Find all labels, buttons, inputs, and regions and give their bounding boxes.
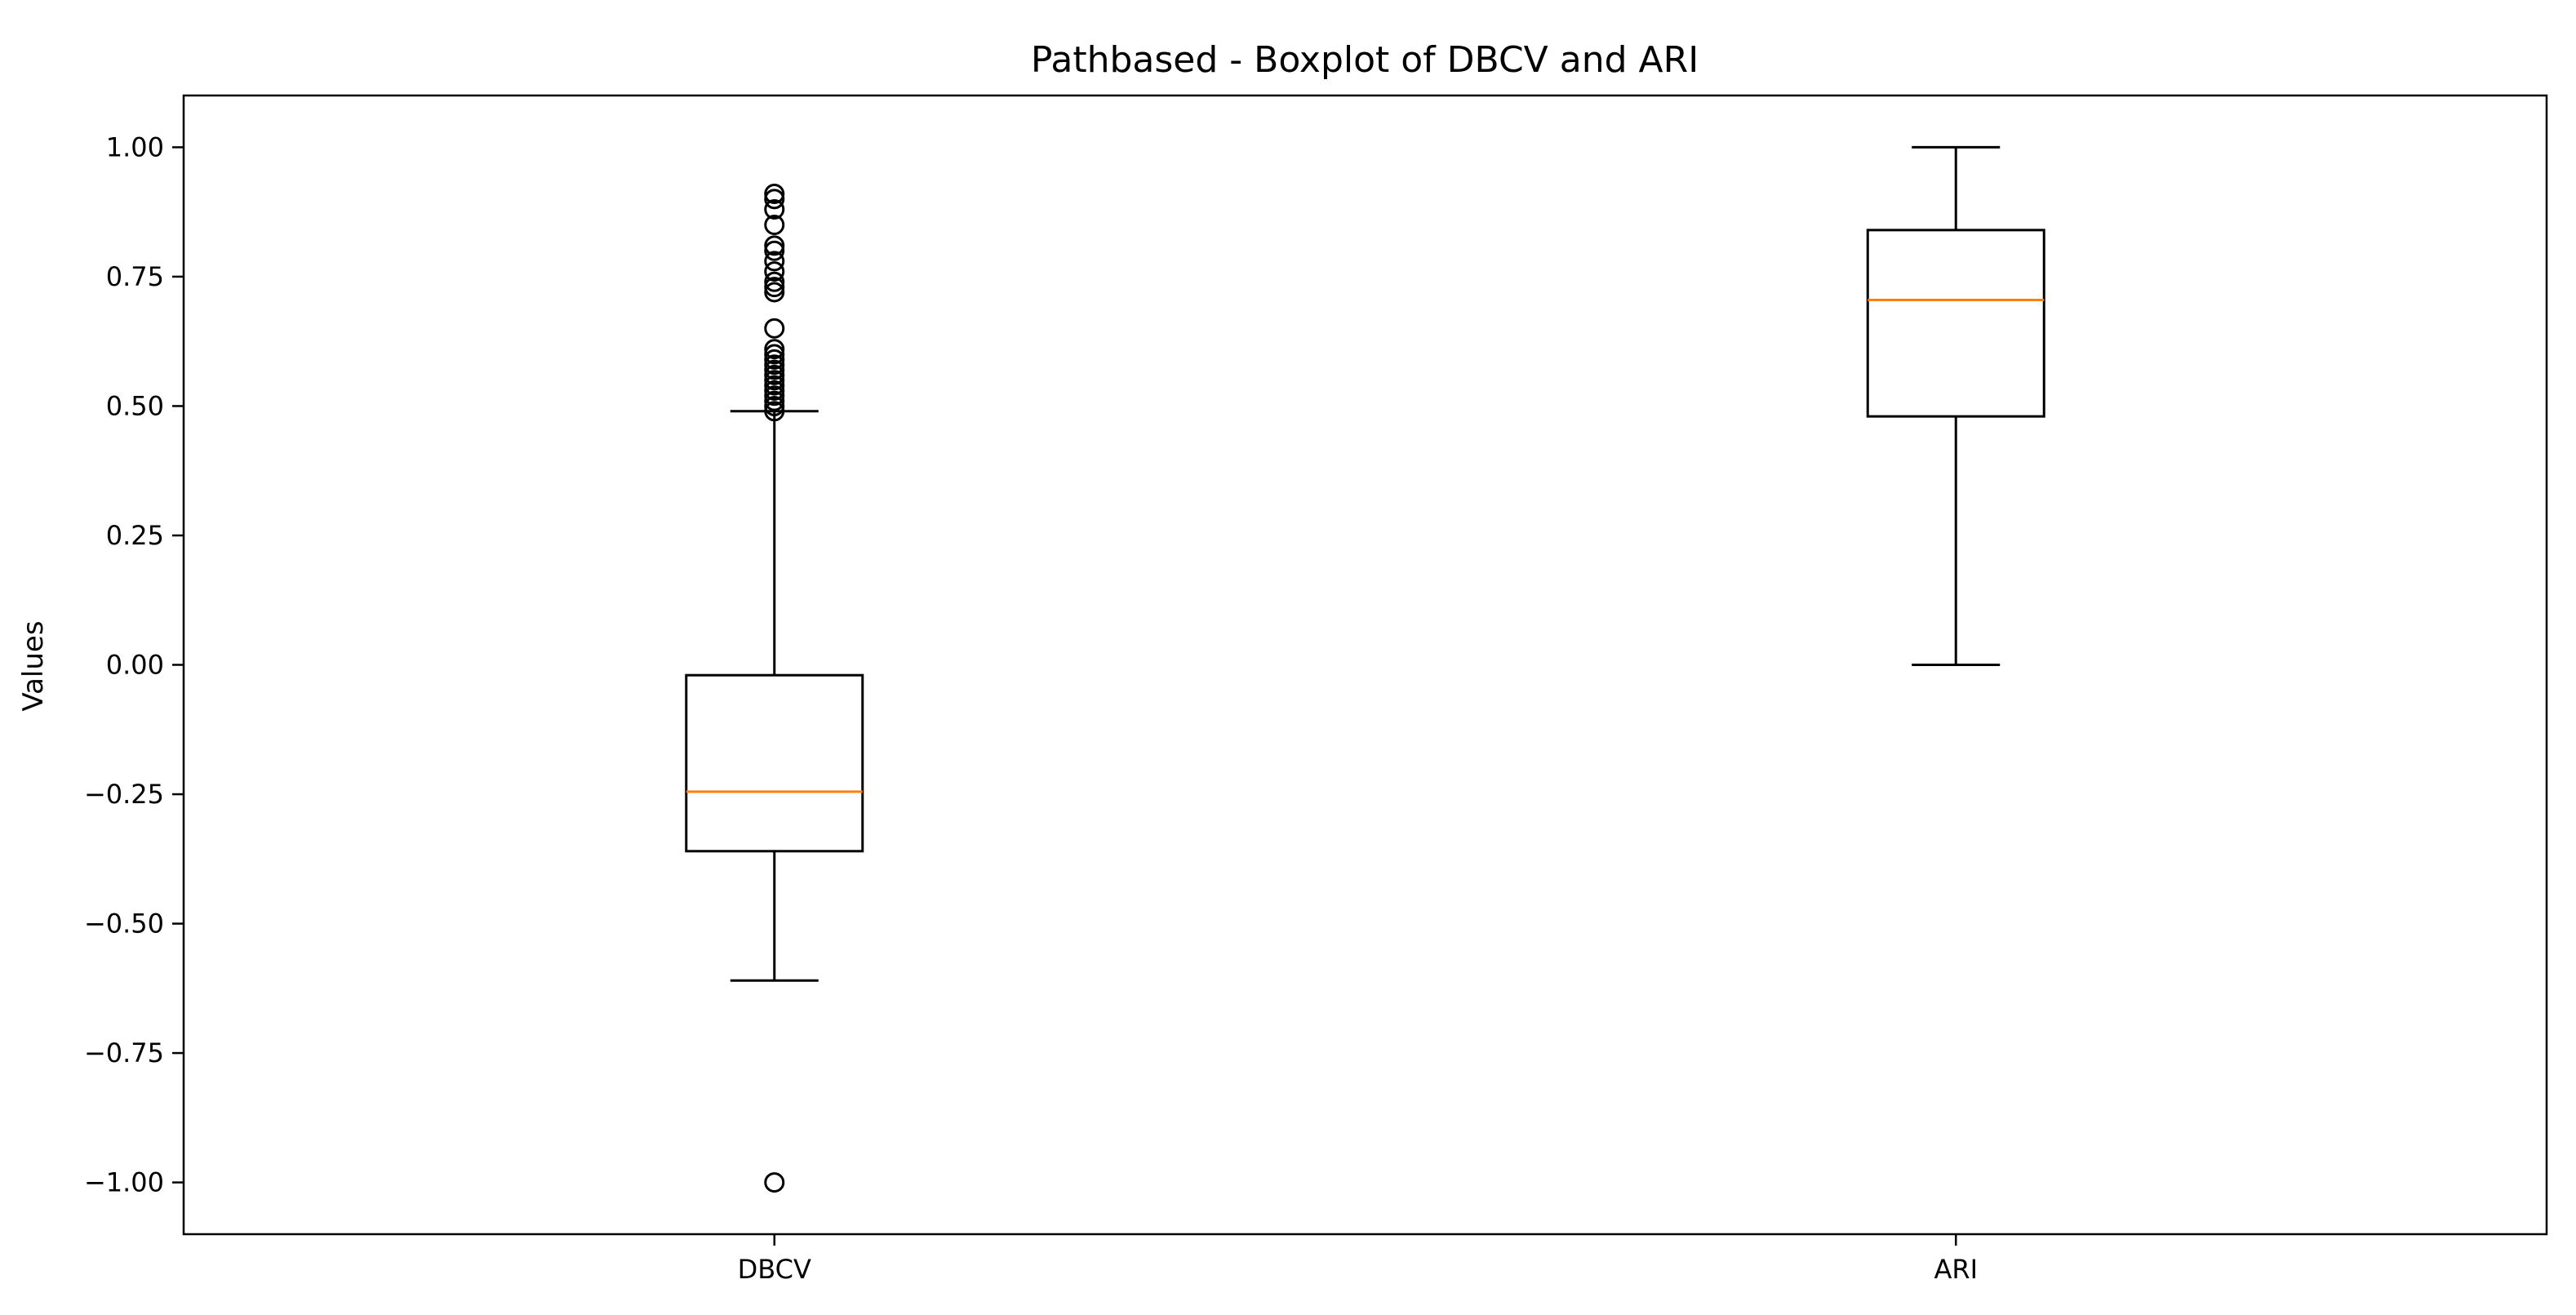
outlier-point <box>764 183 785 204</box>
outlier-point <box>764 199 785 220</box>
outlier-point <box>764 344 785 365</box>
outlier-point <box>764 282 785 303</box>
outlier-point <box>764 375 785 396</box>
outlier-point <box>764 240 785 261</box>
y-tick-label: 0.25 <box>106 520 164 551</box>
y-tick-label: 0.75 <box>106 261 164 292</box>
outlier-point <box>764 277 785 298</box>
outlier-point <box>764 251 785 272</box>
boxes-layer <box>685 145 2045 1193</box>
x-tick-label: ARI <box>1934 1254 1978 1285</box>
y-tick-label: −0.25 <box>84 779 164 810</box>
outlier-point <box>764 189 785 210</box>
outlier-point <box>764 359 785 380</box>
y-tick-label: 1.00 <box>106 131 164 162</box>
outlier-point <box>764 318 785 339</box>
y-tick-label: −1.00 <box>84 1167 164 1198</box>
outlier-point <box>764 271 785 292</box>
outlier-point <box>764 261 785 282</box>
box-dbcv <box>685 183 864 1193</box>
outlier-point <box>764 385 785 406</box>
x-tick-label: DBCV <box>738 1254 811 1285</box>
outlier-point <box>764 235 785 256</box>
outlier-point <box>764 1172 785 1193</box>
outlier-point <box>764 215 785 236</box>
outlier-point <box>764 370 785 391</box>
outlier-point <box>764 364 785 385</box>
box-iqr <box>685 673 864 853</box>
outlier-point <box>764 349 785 370</box>
outlier-point <box>764 395 785 416</box>
y-axis-ticks: 1.00 0.75 0.50 0.25 0.00 −0.25 −0.50 −0.75 −1.00 <box>84 131 184 1198</box>
y-tick-label: −0.75 <box>84 1037 164 1068</box>
y-tick-label: 0.50 <box>106 390 164 421</box>
y-tick-label: −0.50 <box>84 909 164 940</box>
outlier-point <box>764 354 785 375</box>
outlier-point <box>764 339 785 360</box>
box-iqr <box>1866 229 2045 418</box>
outlier-point <box>764 390 785 411</box>
x-axis-ticks: DBCV ARI <box>738 1234 1978 1285</box>
outlier-point <box>764 380 785 401</box>
box-ari <box>1866 145 2045 666</box>
outlier-point <box>764 401 785 422</box>
chart-title: Pathbased - Boxplot of DBCV and ARI <box>1031 39 1699 81</box>
y-axis-label: Values <box>17 620 50 711</box>
y-tick-label: 0.00 <box>106 650 164 681</box>
